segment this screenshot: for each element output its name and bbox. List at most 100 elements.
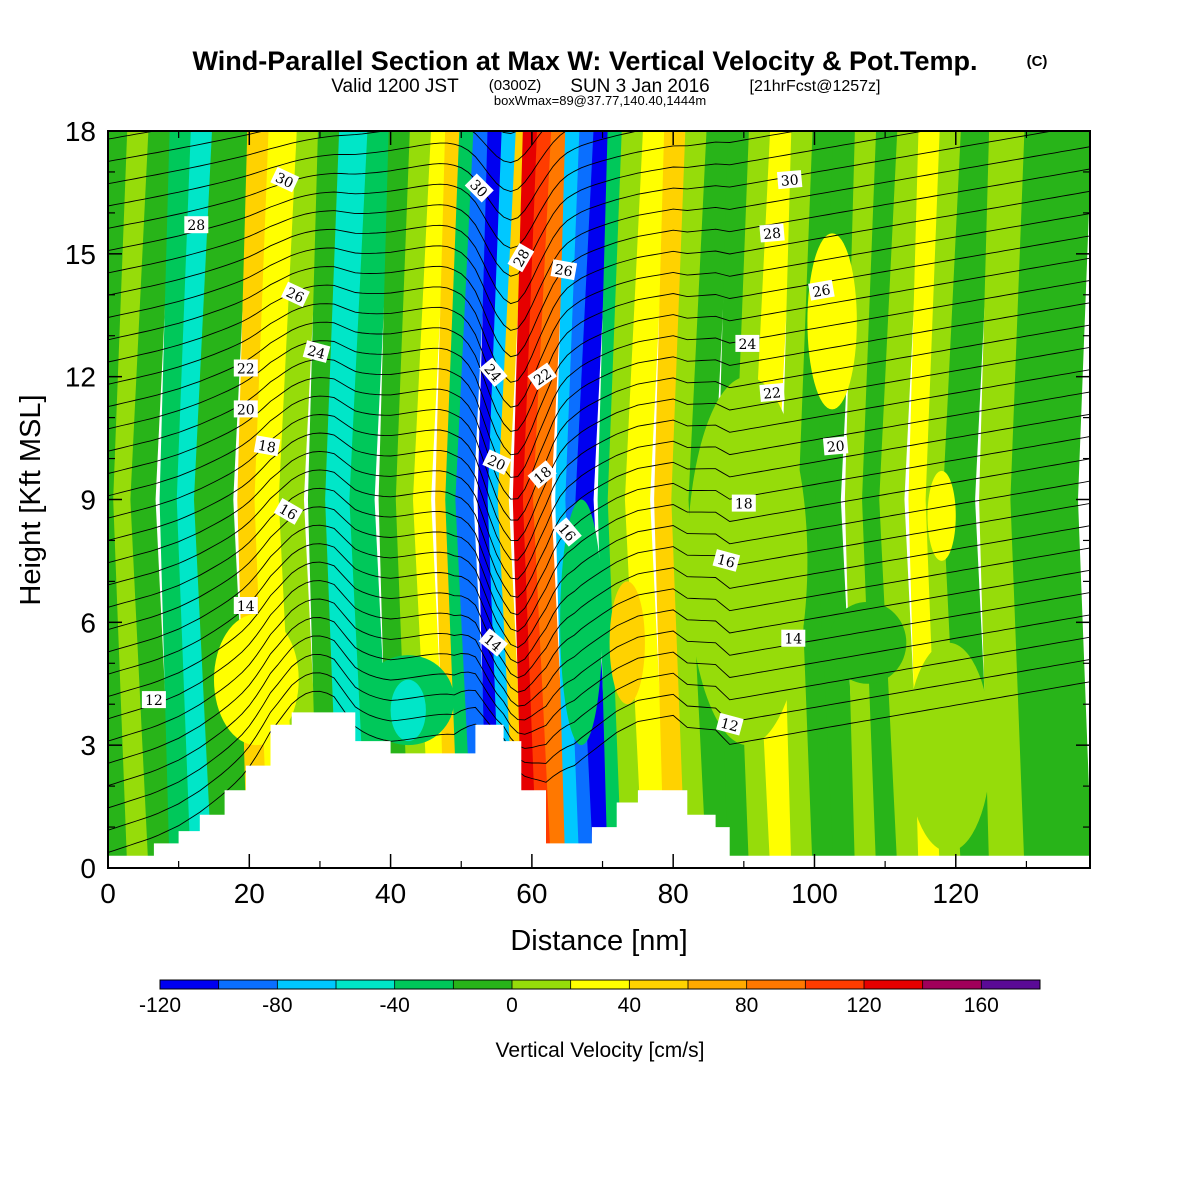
velocity-band [130, 131, 174, 868]
isentrope-line [108, 391, 1090, 580]
contour-label-text: 26 [812, 282, 832, 301]
x-tick-label: 40 [375, 878, 406, 909]
y-axis-label: Height [Kft MSL] [15, 394, 47, 605]
vertical-velocity-field [108, 131, 1090, 868]
isentrope-line [108, 302, 1090, 500]
isentrope-line [108, 168, 1090, 358]
contour-label-text: 28 [763, 226, 782, 243]
y-tick-label: 12 [65, 362, 96, 393]
x-tick-label: 20 [234, 878, 265, 909]
valid-time-utc: (0300Z) [489, 77, 542, 94]
velocity-patch [807, 233, 857, 410]
isentrope-line [108, 436, 1090, 616]
contour-label: 12 [716, 712, 744, 736]
colorbar-swatch [160, 980, 220, 989]
velocity-band [1010, 131, 1090, 868]
colorbar-swatch [864, 980, 924, 989]
contour-label-text: 20 [237, 402, 255, 418]
valid-time-jst: Valid 1200 JST [331, 76, 459, 97]
isentrope-line [108, 369, 1090, 561]
contour-label: 24 [735, 334, 760, 353]
velocity-band [497, 131, 527, 868]
isentrope-line [108, 213, 1090, 408]
box-wmax-info: boxWmax=89@37.77,140.40,1444m [494, 93, 706, 108]
isentrope-line [108, 547, 1090, 720]
colorbar-tick-label: 0 [506, 994, 518, 1017]
velocity-patch [560, 499, 603, 746]
x-tick-label: 100 [791, 878, 838, 909]
colorbar-swatch [981, 980, 1041, 989]
contour-label: 28 [184, 216, 209, 234]
isentrope-line [108, 146, 1090, 331]
isentrope-line [108, 131, 927, 277]
contour-label-text: 26 [553, 262, 573, 281]
colorbar-swatch [746, 980, 806, 989]
isentrope-line [108, 257, 1090, 456]
contour-label: 22 [233, 359, 258, 378]
contour-label-text: 26 [283, 285, 306, 307]
isentrope-line [108, 636, 1090, 809]
colorbar-tick-label: -80 [262, 994, 292, 1017]
contour-label-text: 14 [784, 632, 802, 648]
colorbar-swatch [277, 980, 337, 989]
contour-label-text: 24 [305, 343, 326, 363]
colorbar-tick-label: 120 [846, 994, 881, 1017]
contour-label: 28 [759, 223, 785, 243]
colorbar-swatch [805, 980, 865, 989]
isentrope-line [108, 458, 1090, 633]
contour-label: 20 [233, 400, 258, 418]
colorbar-swatch [218, 980, 278, 989]
isentrope-line [108, 131, 640, 229]
colorbar-swatch [453, 980, 513, 989]
colorbar-tick-label: 40 [618, 994, 641, 1017]
velocity-patch [906, 642, 992, 852]
contour-label-text: 18 [735, 497, 753, 513]
y-tick-label: 6 [80, 607, 96, 638]
isentrope-line [108, 525, 1090, 697]
contour-label: 30 [270, 166, 300, 193]
isentrope-line [108, 614, 1090, 787]
isentrope-line [108, 131, 567, 207]
colorbar-tick-label: 80 [735, 994, 758, 1017]
contour-label: 18 [731, 494, 756, 513]
axes: 0 20 40 60 80 100 120 0 3 6 9 12 15 18 [65, 116, 1090, 909]
velocity-band [455, 131, 492, 868]
colorbar-swatch [512, 980, 572, 989]
isentrope-line [108, 324, 1090, 521]
contour-label: 14 [233, 597, 258, 615]
chart-title-copyright: (C) [1027, 53, 1048, 70]
isentrope-line [108, 280, 1090, 478]
y-tick-label: 3 [80, 730, 96, 761]
contour-label-text: 20 [826, 439, 845, 456]
contour-label: 30 [776, 170, 803, 190]
velocity-patch [828, 601, 907, 684]
velocity-patch [213, 614, 299, 746]
contour-label: 22 [759, 382, 785, 403]
contour-label-text: 28 [187, 218, 205, 234]
x-tick-label: 60 [516, 878, 547, 909]
contour-label-text: 20 [485, 452, 508, 474]
valid-date: SUN 3 Jan 2016 [570, 76, 709, 97]
colorbar: -120 -80 -40 0 40 80 120 160 [139, 979, 1041, 1017]
y-tick-label: 15 [65, 239, 96, 270]
isentrope-line [108, 131, 1056, 305]
x-axis-label: Distance [nm] [510, 925, 687, 957]
y-tick-label: 9 [80, 485, 96, 516]
forecast-info: [21hrFcst@1257z] [750, 78, 881, 95]
x-tick-label: 120 [932, 878, 979, 909]
isentrope-line [108, 131, 544, 185]
contour-label-text: 30 [780, 172, 799, 189]
y-tick-label: 0 [80, 853, 96, 884]
contour-label: 16 [273, 498, 304, 525]
contour-label-text: 22 [763, 385, 782, 402]
contour-label-text: 12 [719, 716, 740, 736]
contour-label: 20 [482, 449, 512, 475]
isentrope-line [108, 235, 1090, 432]
potential-temperature-contours [108, 131, 1090, 853]
colorbar-swatch [394, 980, 454, 989]
colorbar-swatch [570, 980, 630, 989]
contour-label-text: 16 [276, 501, 300, 524]
isentrope-line [108, 413, 1090, 598]
contour-label: 26 [550, 259, 578, 281]
